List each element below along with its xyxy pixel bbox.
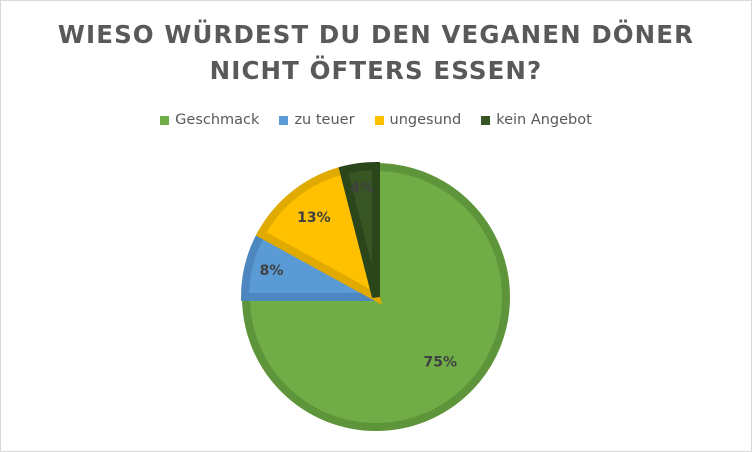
legend-item-zu-teuer: zu teuer	[279, 112, 355, 128]
legend-label-zu-teuer: zu teuer	[294, 112, 355, 128]
chart-title-line-2: NICHT ÖFTERS ESSEN?	[209, 56, 543, 85]
legend: Geschmack zu teuer ungesund kein Angebot	[1, 112, 751, 128]
chart-title: WIESO WÜRDEST DU DEN VEGANEN DÖNER NICHT…	[1, 17, 751, 89]
legend-label-kein-angebot: kein Angebot	[496, 112, 592, 128]
legend-swatch-geschmack	[160, 115, 170, 125]
legend-item-kein-angebot: kein Angebot	[481, 112, 592, 128]
data-label-ungesund: 13%	[297, 210, 331, 226]
data-label-kein-angebot: 4%	[350, 180, 374, 196]
pie-slice-geschmack	[241, 162, 510, 431]
pie-slice-kein-angebot	[338, 161, 380, 298]
chart-title-line-1: WIESO WÜRDEST DU DEN VEGANEN DÖNER	[57, 20, 695, 49]
legend-swatch-ungesund	[374, 115, 384, 125]
legend-item-ungesund: ungesund	[374, 112, 462, 128]
legend-label-geschmack: Geschmack	[175, 112, 260, 128]
legend-swatch-zu-teuer	[279, 115, 289, 125]
legend-label-ungesund: ungesund	[389, 112, 462, 128]
pie-slice-ungesund	[255, 165, 383, 305]
data-label-zu-teuer: 8%	[260, 263, 284, 279]
legend-swatch-kein-angebot	[481, 115, 491, 125]
legend-item-geschmack: Geschmack	[160, 112, 259, 128]
data-label-geschmack: 75%	[424, 354, 458, 370]
